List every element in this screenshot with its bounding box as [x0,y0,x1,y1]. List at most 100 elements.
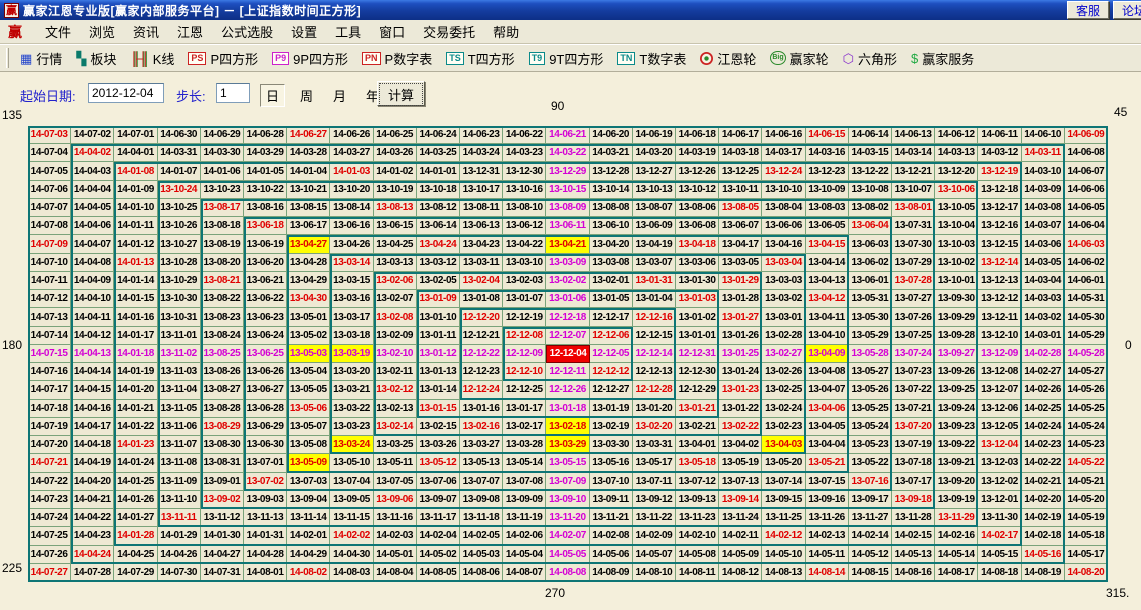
toolbar-item-赢家服务[interactable]: $ 赢家服务 [904,47,981,70]
menu-item-4[interactable]: 公式选股 [221,25,274,40]
date-cell: 14-08-20 [1064,563,1108,582]
date-cell: 13-08-26 [200,363,244,382]
date-cell: 13-11-12 [200,509,244,528]
date-cell: 14-02-07 [546,527,590,546]
toolbar-item-label: 江恩轮 [717,51,757,67]
date-cell: 14-07-09 [28,235,72,254]
date-cell: 13-04-27 [287,235,331,254]
menu-item-7[interactable]: 窗口 [379,25,406,40]
toolbar-item-9T四方形[interactable]: T9 9T四方形 [522,47,611,70]
date-cell: 13-12-15 [978,235,1022,254]
date-cell: 14-06-28 [244,126,288,145]
toolbar-item-P数字表[interactable]: PN P数字表 [355,47,439,70]
date-cell: 13-02-16 [460,417,504,437]
date-cell: 13-06-23 [244,308,288,327]
date-cell: 13-06-29 [244,417,288,437]
toolbar-item-江恩轮[interactable]: 江恩轮 [693,47,763,70]
date-cell: 13-03-27 [460,436,504,455]
toolbar-item-T四方形[interactable]: TS T四方形 [439,47,521,70]
date-cell: 14-02-18 [1021,527,1065,546]
calculate-button[interactable]: 计算 [377,81,425,106]
date-cell: 14-05-22 [1064,454,1108,473]
date-cell: 13-07-11 [632,472,676,491]
date-cell: 13-06-08 [676,217,720,236]
date-cell: 14-06-17 [719,126,763,145]
date-cell: 13-07-19 [892,436,936,455]
period-month-button[interactable]: 月 [333,89,347,104]
customer-service-button[interactable]: 客服 [1066,1,1109,19]
date-cell: 13-10-08 [848,180,892,199]
forum-button[interactable]: 论坛 [1112,1,1141,19]
toolbar-item-板块[interactable]: ▚ 板块 [69,47,123,70]
date-cell: 13-05-17 [632,454,676,473]
date-cell: 12-12-22 [460,344,504,364]
date-cell: 13-12-12 [978,290,1022,309]
date-cell: 13-11-09 [157,472,201,491]
date-cells: 14-07-03 14-07-02 14-07-01 14-06-30 14-06-29… [28,126,1108,582]
date-cell: 14-03-31 [157,144,201,163]
date-cell: 14-01-07 [157,162,201,181]
period-week-button[interactable]: 周 [300,89,314,104]
date-cell: 13-11-19 [503,509,547,528]
date-cell: 13-01-25 [719,344,763,364]
toolbar-item-行情[interactable]: ▦ 行情 [13,47,69,70]
date-cell: 14-02-02 [330,527,374,546]
date-cell: 13-05-04 [287,363,331,382]
date-cell: 14-06-13 [892,126,936,145]
winner-wheel-icon: Big [770,51,786,65]
menu-item-9[interactable]: 帮助 [493,25,520,40]
start-date-input[interactable] [88,83,164,103]
date-cell: 13-11-20 [546,509,590,528]
date-cell: 13-12-24 [762,162,806,181]
menu-item-0[interactable]: 文件 [45,25,72,40]
date-cell: 13-05-29 [848,326,892,345]
date-cell: 13-10-09 [805,180,849,199]
date-cell: 13-12-01 [978,490,1022,510]
date-cell: 14-03-02 [1021,308,1065,327]
date-cell: 14-05-08 [676,545,720,564]
date-cell: 14-05-15 [978,545,1022,564]
date-cell: 14-06-26 [330,126,374,145]
date-cell: 13-07-27 [892,290,936,309]
date-cell: 13-12-29 [546,162,590,181]
date-cell: 13-08-14 [330,198,374,218]
toolbar-item-label: 板块 [90,51,117,67]
date-cell: 13-01-06 [546,290,590,309]
date-cell: 13-11-07 [157,436,201,455]
period-year-button[interactable]: 年 [366,89,380,104]
toolbar-item-赢家轮[interactable]: Big 赢家轮 [763,47,835,70]
date-cell: 14-07-12 [28,290,72,309]
period-day-button[interactable]: 日 [260,84,286,107]
date-cell: 14-04-06 [71,217,115,236]
date-cell: 13-08-25 [200,344,244,364]
date-cell: 13-10-04 [935,217,979,236]
date-cell: 13-12-04 [978,436,1022,455]
date-cell: 13-09-04 [287,490,331,510]
menu-item-8[interactable]: 交易委托 [423,25,476,40]
date-cell: 13-04-17 [719,235,763,254]
step-input[interactable] [216,83,250,103]
toolbar-item-六角形[interactable]: ⬡ 六角形 [836,47,904,70]
menu-item-2[interactable]: 资讯 [133,25,160,40]
toolbar-item-K线[interactable]: ╟╢ K线 [123,47,181,70]
date-cell: 14-01-30 [200,527,244,546]
date-cell: 14-06-03 [1064,235,1108,254]
date-cell: 13-08-27 [200,381,244,400]
menu-item-1[interactable]: 浏览 [89,25,116,40]
date-cell: 14-06-05 [1064,198,1108,218]
toolbar-item-9P四方形[interactable]: P9 9P四方形 [265,47,355,70]
menu-item-3[interactable]: 江恩 [177,25,204,40]
angle-label-90: 90 [551,99,565,113]
toolbar-item-T数字表[interactable]: TN T数字表 [610,47,693,70]
menu-item-6[interactable]: 工具 [335,25,362,40]
date-cell: 13-01-12 [416,344,460,364]
menu-item-5[interactable]: 设置 [291,25,318,40]
date-cell: 13-08-04 [762,198,806,218]
date-cell: 14-02-16 [935,527,979,546]
date-cell: 14-02-21 [1021,472,1065,491]
date-cell: 14-02-27 [1021,363,1065,382]
toolbar-item-label: 赢家服务 [922,51,975,67]
toolbar-item-P四方形[interactable]: PS P四方形 [181,47,265,70]
date-cell: 13-02-28 [762,326,806,345]
date-cell: 13-02-27 [762,344,806,364]
